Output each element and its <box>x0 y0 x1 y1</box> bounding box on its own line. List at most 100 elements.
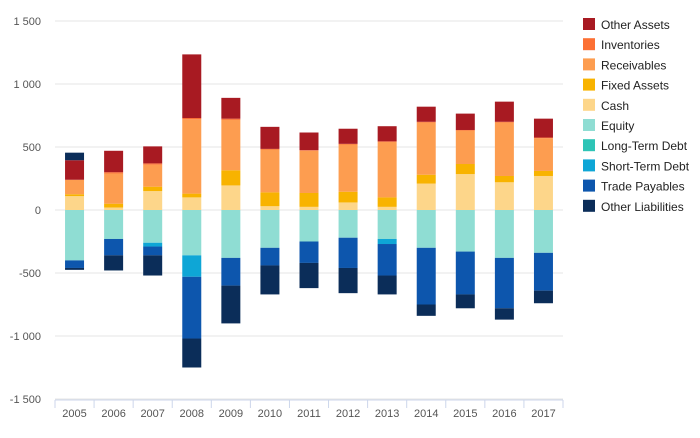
x-tick-label: 2011 <box>297 408 321 420</box>
bar-segment <box>104 207 124 210</box>
legend-label: Long-Term Debt <box>601 139 688 153</box>
bar-segment <box>377 206 397 210</box>
bar-segment <box>533 210 553 253</box>
bar-segment <box>104 173 124 204</box>
bar-segment <box>299 150 319 193</box>
bar-segment <box>533 118 553 138</box>
bar-segment <box>143 186 163 192</box>
bar-segment <box>299 241 319 263</box>
bar-segment <box>221 257 241 286</box>
bar-segment <box>377 126 397 142</box>
bar-segment <box>65 267 85 270</box>
bar-segment <box>338 191 358 203</box>
bar-segment <box>143 163 163 165</box>
bar-segment <box>338 237 358 268</box>
bar-segment <box>416 174 436 184</box>
x-tick-label: 2016 <box>492 408 516 420</box>
x-tick-label: 2009 <box>219 408 243 420</box>
legend-label: Inventories <box>601 38 660 52</box>
bar-segment <box>338 202 358 210</box>
bar-segment <box>182 255 202 277</box>
bar-segment <box>377 141 397 198</box>
bar-segment <box>338 128 358 144</box>
bar-segment <box>338 144 358 192</box>
bar-segment <box>65 196 85 210</box>
y-tick-label: -1 000 <box>10 331 41 343</box>
bar-segment <box>143 146 163 164</box>
bar-segment <box>104 150 124 173</box>
x-tick-label: 2007 <box>140 408 164 420</box>
x-tick-label: 2013 <box>375 408 399 420</box>
bar-segment <box>377 238 397 245</box>
bar-segment <box>533 252 553 291</box>
bar-segment <box>182 54 202 119</box>
bar-segment <box>260 206 280 210</box>
bar-segment <box>260 149 280 193</box>
bar-segment <box>533 290 553 304</box>
legend-swatch <box>583 119 595 131</box>
bar-segment <box>182 118 202 120</box>
legend-swatch <box>583 159 595 172</box>
bar-segment <box>221 118 241 120</box>
bars <box>65 54 553 368</box>
bar-segment <box>65 179 85 195</box>
legend-label: Other Assets <box>601 18 670 32</box>
x-tick-label: 2008 <box>180 408 204 420</box>
bar-segment <box>143 242 163 247</box>
bar-segment <box>221 97 241 119</box>
bar-segment <box>65 194 85 197</box>
y-tick-label: -500 <box>19 268 41 280</box>
bar-segment <box>416 106 436 122</box>
bar-segment <box>143 210 163 243</box>
bar-segment <box>182 193 202 198</box>
bar-segment <box>533 138 553 171</box>
bar-segment <box>260 148 280 150</box>
bar-segment <box>377 210 397 239</box>
bar-segment <box>455 174 475 210</box>
bar-segment <box>260 210 280 248</box>
bar-segment <box>377 244 397 276</box>
y-tick-label: -1 500 <box>10 394 41 406</box>
legend-label: Trade Payables <box>601 180 685 194</box>
bar-segment <box>104 255 124 271</box>
bar-segment <box>65 152 85 161</box>
bar-segment <box>143 164 163 187</box>
bar-segment <box>299 262 319 289</box>
y-tick-label: 1 500 <box>13 16 41 28</box>
bar-segment <box>104 172 124 174</box>
bar-segment <box>494 122 514 176</box>
x-tick-label: 2017 <box>531 408 555 420</box>
bar-segment <box>260 265 280 295</box>
bar-segment <box>299 192 319 207</box>
bar-segment <box>533 137 553 139</box>
legend-swatch <box>583 18 595 30</box>
legend-swatch <box>583 38 595 51</box>
bar-segment <box>494 308 514 320</box>
bar-segment <box>377 197 397 207</box>
bar-segment <box>221 170 241 186</box>
bar-segment <box>416 210 436 248</box>
bar-segment <box>260 126 280 149</box>
bar-segment <box>65 160 85 180</box>
legend-swatch <box>583 58 595 71</box>
bar-segment <box>338 267 358 294</box>
x-tick-label: 2005 <box>62 408 86 420</box>
legend-swatch <box>583 98 595 111</box>
bar-segment <box>377 141 397 142</box>
axes: -1 500 -1 000 -500 0 500 1 000 1 500 2005 2006 20… <box>10 16 564 420</box>
bar-segment <box>494 210 514 258</box>
bar-segment <box>455 164 475 175</box>
legend-label: Cash <box>601 99 629 113</box>
legend-label: Other Liabilities <box>601 200 684 214</box>
bar-segment <box>299 132 319 151</box>
bar-segment <box>416 122 436 175</box>
bar-segment <box>299 210 319 242</box>
bar-segment <box>65 210 85 261</box>
bar-segment <box>455 113 475 130</box>
bar-segment <box>104 210 124 239</box>
bar-segment <box>65 260 85 268</box>
legend: Other Assets Inventories Receivables Fixed … <box>583 18 690 214</box>
bar-segment <box>260 247 280 266</box>
